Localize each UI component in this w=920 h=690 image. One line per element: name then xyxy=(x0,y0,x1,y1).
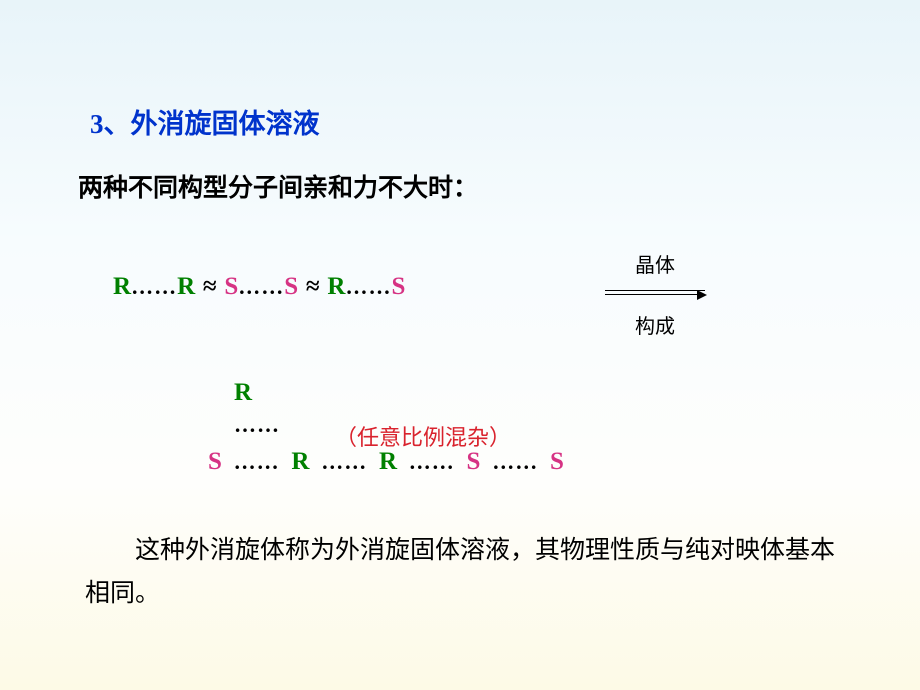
sym-s: S xyxy=(224,273,238,300)
double-arrow-icon xyxy=(605,290,705,295)
sym-r: R xyxy=(177,273,195,300)
sym-r-top: R xyxy=(234,379,252,407)
dots-vertical: …… xyxy=(234,412,280,438)
sym-s: S xyxy=(284,273,298,300)
arrow-label-top: 晶体 xyxy=(590,249,720,278)
sym-r: R xyxy=(291,448,309,475)
dots: …… xyxy=(345,274,391,299)
sym-s: S xyxy=(391,273,405,300)
dots: …… xyxy=(228,449,286,474)
sym-r: R xyxy=(113,273,131,300)
equation-line-1: R……R ≈ S……S ≈ R……S xyxy=(113,273,405,301)
slide: 3、外消旋固体溶液 两种不同构型分子间亲和力不大时： R……R ≈ S……S ≈… xyxy=(0,0,920,690)
arrow-label-bottom: 构成 xyxy=(590,310,720,339)
equation-line-2: S …… R …… R …… S …… S xyxy=(208,448,564,476)
dots: …… xyxy=(403,449,461,474)
dots: …… xyxy=(315,449,373,474)
dots: …… xyxy=(238,274,284,299)
section-title: 3、外消旋固体溶液 xyxy=(90,102,320,141)
arrow-group: 晶体 构成 xyxy=(590,249,720,339)
conclusion-text: 这种外消旋体称为外消旋固体溶液，其物理性质与纯对映体基本相同。 xyxy=(85,530,845,615)
sym-r: R xyxy=(379,448,397,475)
sym-r: R xyxy=(327,273,345,300)
sym-s: S xyxy=(467,448,481,475)
sym-s: S xyxy=(208,448,222,475)
approx: ≈ xyxy=(304,273,322,300)
dots: …… xyxy=(486,449,544,474)
approx: ≈ xyxy=(201,273,219,300)
dots: …… xyxy=(131,274,177,299)
sym-s: S xyxy=(550,448,564,475)
subtitle: 两种不同构型分子间亲和力不大时： xyxy=(78,168,478,204)
